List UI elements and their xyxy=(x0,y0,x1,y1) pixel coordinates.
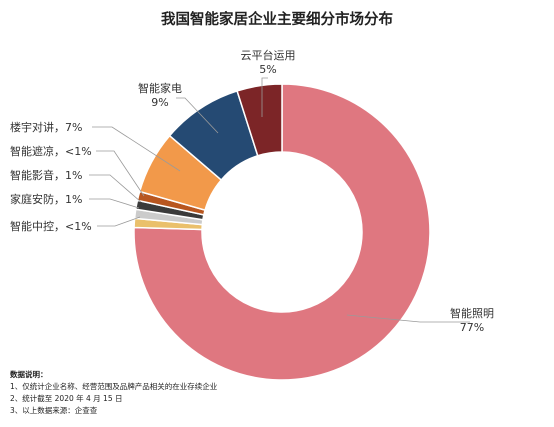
label-av: 智能影音，1% xyxy=(10,168,82,182)
leader-lines xyxy=(89,77,470,323)
leader-line-security xyxy=(89,198,140,209)
leader-line-control xyxy=(97,216,141,227)
label-lighting-pct: 77% xyxy=(460,321,484,334)
chart-title: 我国智能家居企业主要细分市场分布 xyxy=(161,12,393,28)
label-security: 家庭安防，1% xyxy=(10,192,82,206)
notes-heading: 数据说明： xyxy=(10,370,48,379)
label-cloud-name: 云平台运用 xyxy=(241,48,296,62)
label-lighting-name: 智能照明 xyxy=(450,306,494,320)
note-line-1: 1、仅统计企业名称、经营范围及品牌产品相关的在业存续企业 xyxy=(10,382,218,391)
slice-0 xyxy=(133,83,431,381)
label-cloud-pct: 5% xyxy=(259,63,276,76)
leader-line-av xyxy=(89,174,142,203)
label-shading: 智能遮凉，<1% xyxy=(10,144,92,158)
leader-line-lighting xyxy=(346,314,470,323)
slice-7 xyxy=(236,83,283,157)
data-notes: 数据说明： 1、仅统计企业名称、经营范围及品牌产品相关的在业存续企业 2、统计截… xyxy=(10,369,217,417)
leader-line-cloud xyxy=(261,77,268,117)
slices-group xyxy=(133,83,431,381)
label-appliance-pct: 9% xyxy=(151,96,168,109)
leader-line-shading xyxy=(96,150,145,197)
leader-line-appliance xyxy=(176,97,219,134)
label-intercom: 楼宇对讲，7% xyxy=(10,120,82,134)
leader-line-intercom xyxy=(92,126,181,172)
note-line-2: 2、统计截至 2020 年 4 月 15 日 xyxy=(10,394,123,403)
label-appliance-name: 智能家电 xyxy=(138,81,182,95)
label-control: 智能中控，<1% xyxy=(10,219,92,233)
note-line-3: 3、以上数据来源：企查查 xyxy=(10,406,98,415)
